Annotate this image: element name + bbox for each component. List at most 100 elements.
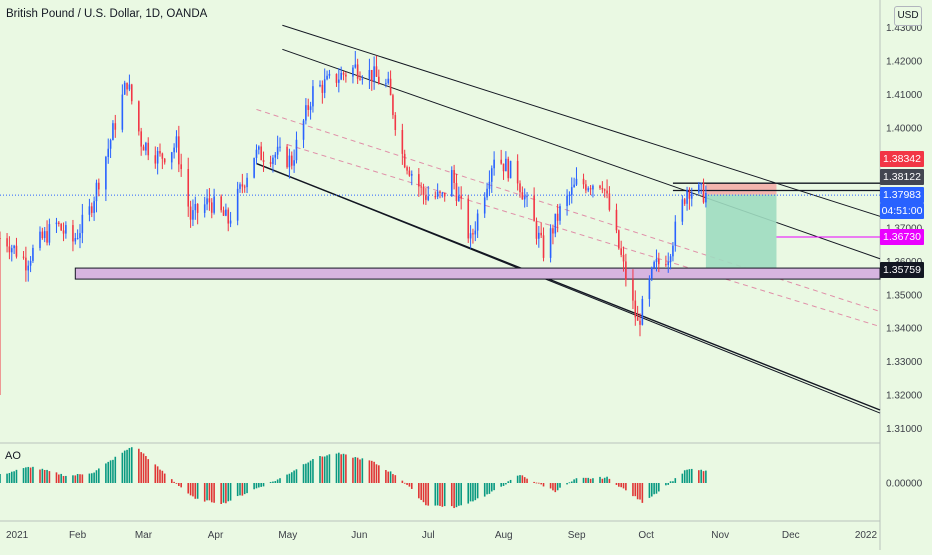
candle-body (401, 130, 404, 154)
candle-body (0, 238, 1, 240)
candle-body (425, 195, 427, 200)
candle-body (650, 267, 653, 279)
ao-indicator-label[interactable]: AO (5, 450, 21, 462)
candle-body (455, 182, 458, 201)
candle-body (361, 78, 364, 80)
price-axis-tag: 1.38122 (880, 169, 924, 185)
ao-bar (422, 483, 425, 503)
ao-bar (425, 483, 427, 506)
ao-bar (319, 456, 321, 483)
price-tick-label: 1.34000 (886, 324, 923, 335)
time-tick-label: Nov (711, 530, 729, 541)
candle-body (467, 198, 470, 239)
candle-body (394, 115, 397, 131)
ao-bar (81, 474, 84, 483)
ao-bar (246, 483, 248, 494)
candle-body (439, 191, 441, 193)
candle-body (208, 198, 211, 203)
ao-bar (196, 483, 199, 499)
ao-bar (0, 474, 1, 483)
ao-bar (683, 470, 686, 483)
candle-body (62, 230, 65, 234)
ao-bar (516, 475, 519, 483)
position-stop-zone (705, 183, 777, 195)
ao-bar (98, 468, 100, 483)
candle-body (138, 101, 140, 132)
ao-bar (352, 457, 354, 483)
ao-bar (665, 483, 667, 486)
candle-body (505, 158, 507, 172)
ao-bar (500, 483, 502, 487)
ao-bar (114, 456, 117, 483)
candle-body (175, 136, 178, 148)
ao-bar (690, 468, 693, 483)
candle-body (328, 73, 331, 76)
candle-body (46, 231, 48, 243)
time-tick-label: Sep (568, 530, 586, 541)
ao-bar (342, 453, 345, 483)
ao-bar (192, 483, 194, 497)
ao-bar (222, 483, 225, 503)
candle-body (222, 210, 225, 216)
candle-body (490, 168, 493, 182)
ao-bar (502, 483, 505, 486)
ao-bar (178, 483, 180, 487)
ao-bar (603, 477, 606, 483)
ao-bar (170, 479, 173, 483)
ao-bar (241, 483, 244, 496)
candle-body (526, 195, 528, 197)
ao-bar (455, 483, 458, 508)
ao-bar (368, 460, 371, 483)
ao-bar (568, 482, 571, 484)
candle-body (345, 74, 347, 77)
candle-body (225, 209, 227, 216)
candle-body (460, 195, 462, 199)
ao-bar (672, 481, 674, 483)
ao-bar (356, 457, 359, 483)
candle-body (194, 203, 197, 211)
candle-body (592, 185, 594, 190)
candle-body (450, 170, 453, 197)
candle-body (476, 213, 479, 231)
candle-body (500, 159, 502, 164)
ao-bar (375, 464, 378, 483)
candle-body (323, 79, 326, 93)
candle-body (29, 260, 32, 266)
ao-bar (387, 471, 390, 483)
candle-body (648, 278, 651, 299)
ao-bar (163, 473, 166, 483)
ao-bar (418, 483, 420, 499)
ao-bar (686, 469, 688, 483)
ao-bar (239, 483, 241, 496)
ao-bar (189, 483, 192, 496)
candle-body (589, 188, 592, 190)
ao-bar (95, 470, 98, 483)
chart-title: British Pound / U.S. Dollar, 1D, OANDA (6, 8, 208, 20)
candle-body (507, 158, 510, 179)
ao-bar (585, 477, 587, 483)
candle-body (342, 72, 345, 75)
ao-bar (208, 483, 211, 501)
candle-body (681, 199, 684, 222)
candle-body (392, 95, 394, 116)
candle-body (269, 161, 272, 164)
candle-body (601, 188, 604, 190)
candle-body (302, 120, 305, 140)
candle-body (618, 230, 620, 249)
ao-bar (540, 483, 542, 485)
candle-body (161, 153, 164, 159)
candle-body (105, 156, 107, 190)
ao-bar (154, 464, 157, 483)
candle-body (408, 170, 411, 176)
candle-body (615, 209, 618, 231)
candle-body (236, 188, 239, 221)
candle-body (669, 256, 672, 263)
ao-tick-label: 0.00000 (886, 479, 923, 490)
candle-body (305, 105, 307, 121)
currency-badge[interactable]: USD (894, 6, 922, 26)
candle-body (81, 214, 84, 234)
ao-bar (658, 483, 660, 492)
candle-body (389, 78, 392, 96)
